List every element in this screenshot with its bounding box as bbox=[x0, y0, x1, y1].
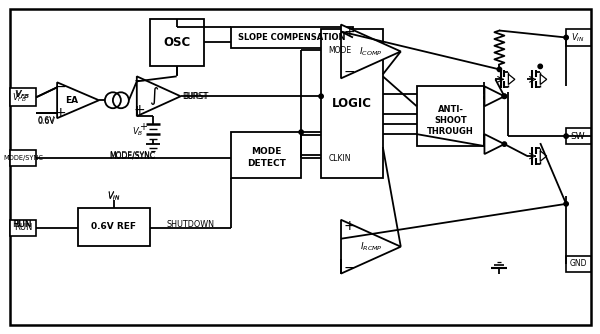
Bar bbox=[566, 128, 591, 144]
Bar bbox=[417, 86, 484, 146]
Text: $I_{RCMP}$: $I_{RCMP}$ bbox=[359, 240, 382, 253]
Text: SHOOT: SHOOT bbox=[434, 116, 467, 125]
Circle shape bbox=[564, 202, 568, 206]
Bar bbox=[566, 28, 591, 46]
Bar bbox=[10, 220, 36, 236]
Text: −: − bbox=[343, 64, 355, 78]
Text: LOGIC: LOGIC bbox=[332, 97, 372, 110]
Circle shape bbox=[502, 94, 506, 99]
Bar bbox=[566, 256, 591, 272]
Text: CLKIN: CLKIN bbox=[329, 154, 351, 163]
Circle shape bbox=[564, 134, 568, 138]
Text: $V_{FB}$: $V_{FB}$ bbox=[15, 88, 29, 101]
Text: $V_{IN}$: $V_{IN}$ bbox=[571, 31, 585, 44]
Polygon shape bbox=[341, 220, 401, 274]
Text: $V_{FB}$: $V_{FB}$ bbox=[12, 91, 26, 104]
Circle shape bbox=[564, 35, 568, 40]
Polygon shape bbox=[484, 134, 505, 154]
Text: BURST: BURST bbox=[184, 92, 209, 101]
Text: MODE: MODE bbox=[328, 46, 352, 55]
Circle shape bbox=[319, 94, 323, 99]
Text: $V_{FB}$: $V_{FB}$ bbox=[14, 88, 30, 101]
Text: +: + bbox=[134, 103, 146, 117]
Bar bbox=[321, 28, 383, 178]
Text: $V_{IN}$: $V_{IN}$ bbox=[107, 190, 121, 202]
Text: RUN: RUN bbox=[13, 220, 31, 229]
Bar bbox=[10, 150, 36, 166]
Text: $V_{IN}$: $V_{IN}$ bbox=[107, 191, 121, 203]
Text: MODE: MODE bbox=[251, 147, 281, 156]
Text: −: − bbox=[343, 261, 355, 275]
Text: DETECT: DETECT bbox=[247, 159, 286, 168]
Text: SLOPE COMPENSATION: SLOPE COMPENSATION bbox=[238, 33, 346, 42]
Circle shape bbox=[538, 64, 542, 68]
Bar bbox=[10, 88, 36, 106]
Text: BURST: BURST bbox=[182, 92, 208, 101]
Text: THROUGH: THROUGH bbox=[427, 127, 474, 136]
Text: RUN: RUN bbox=[14, 223, 32, 232]
Bar bbox=[78, 208, 150, 246]
Text: $I_{COMP}$: $I_{COMP}$ bbox=[359, 45, 383, 58]
Text: $\,\mathit{∫}$: $\,\mathit{∫}$ bbox=[146, 85, 159, 107]
Text: 0.6V REF: 0.6V REF bbox=[91, 222, 136, 231]
Polygon shape bbox=[137, 76, 181, 116]
Polygon shape bbox=[57, 82, 99, 118]
Text: SW: SW bbox=[571, 132, 586, 141]
Text: GND: GND bbox=[569, 259, 587, 268]
Bar bbox=[150, 19, 203, 66]
Polygon shape bbox=[484, 86, 505, 106]
Circle shape bbox=[497, 67, 502, 71]
Circle shape bbox=[502, 94, 506, 99]
Text: 0.6V: 0.6V bbox=[37, 116, 55, 125]
Text: −: − bbox=[134, 74, 146, 88]
Text: OSC: OSC bbox=[163, 36, 190, 49]
Text: +: + bbox=[343, 219, 355, 233]
Circle shape bbox=[299, 130, 304, 134]
Text: EA: EA bbox=[65, 96, 79, 105]
Text: +: + bbox=[139, 122, 147, 132]
Polygon shape bbox=[341, 25, 401, 78]
Text: MODE/SYNC: MODE/SYNC bbox=[3, 155, 43, 161]
Text: 0.6V: 0.6V bbox=[37, 117, 55, 126]
Bar bbox=[232, 132, 301, 178]
Bar bbox=[232, 26, 353, 48]
Text: SHUTDOWN: SHUTDOWN bbox=[167, 220, 215, 229]
Text: MODE/SYNC: MODE/SYNC bbox=[109, 152, 155, 161]
Text: ANTI-: ANTI- bbox=[437, 105, 464, 114]
Text: −: − bbox=[54, 80, 66, 94]
Text: $V_B$: $V_B$ bbox=[132, 126, 143, 138]
Text: RUN: RUN bbox=[13, 220, 32, 229]
Circle shape bbox=[502, 142, 506, 146]
Text: MODE/SYNC: MODE/SYNC bbox=[109, 151, 155, 160]
Text: +: + bbox=[343, 24, 355, 38]
Text: +: + bbox=[54, 106, 66, 120]
